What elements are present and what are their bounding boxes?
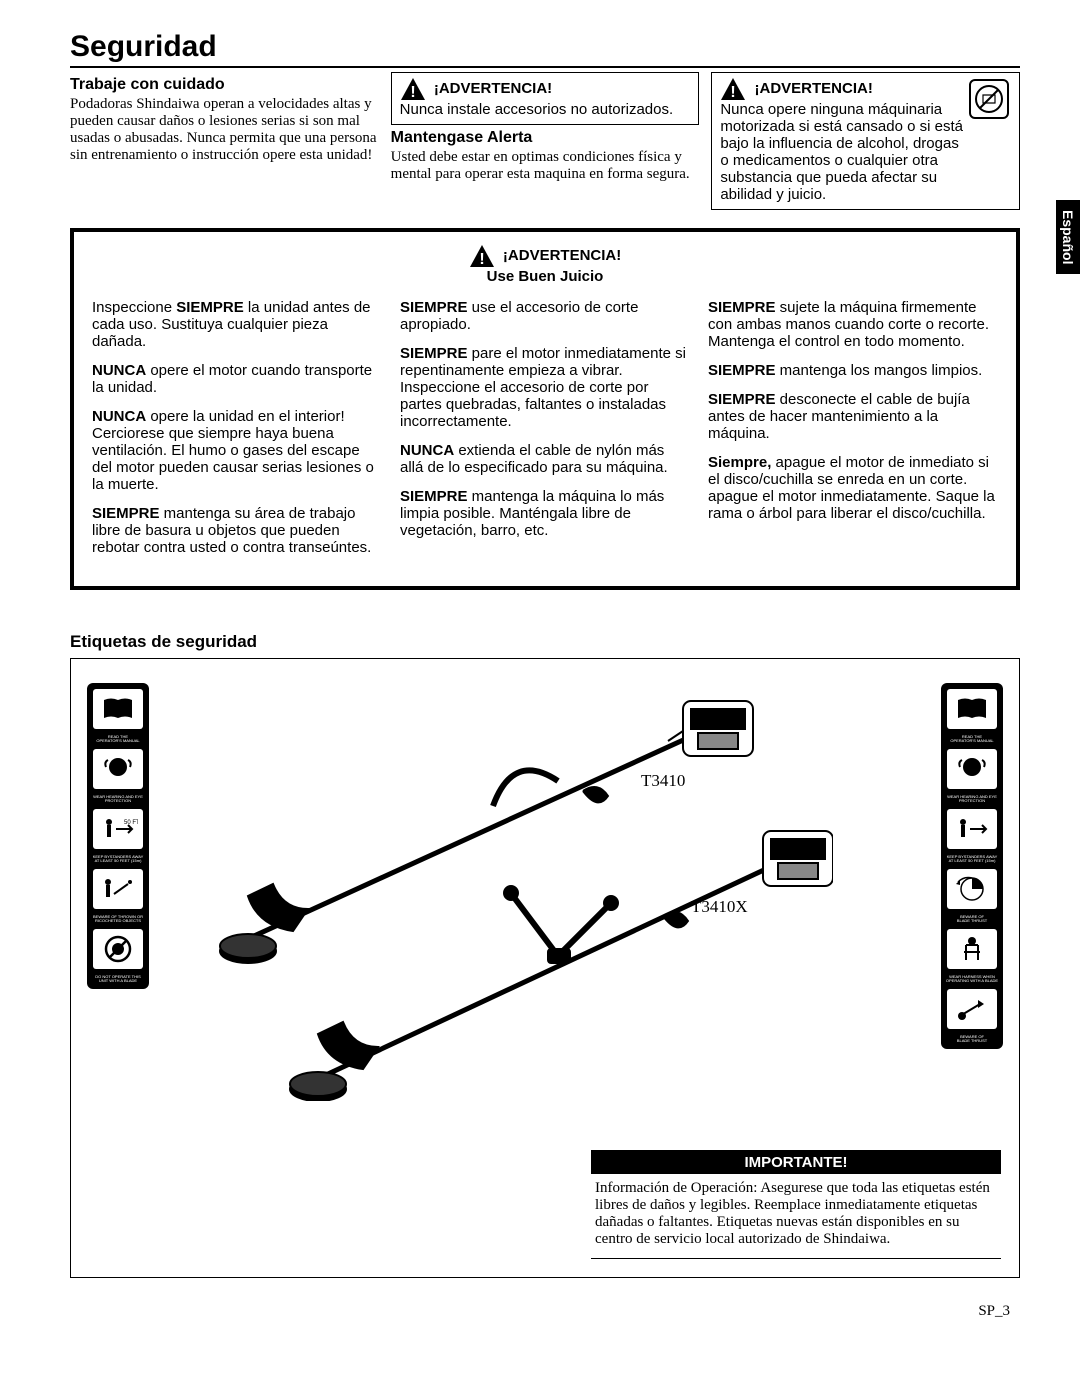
blade-thrust-icon — [947, 989, 997, 1029]
text-bold: SIEMPRE — [176, 299, 244, 316]
warning-triangle-icon: ! — [400, 77, 426, 101]
good-judgement-box: ! ¡ADVERTENCIA! Use Buen Juicio Inspecci… — [70, 228, 1020, 590]
thrown-objects-icon — [93, 869, 143, 909]
warning-label: ¡ADVERTENCIA! — [755, 80, 873, 97]
bigwarn-col2: SIEMPRE use el accesorio de corte apropi… — [400, 299, 690, 568]
svg-text:!: ! — [410, 84, 415, 101]
important-label: IMPORTANTE! — [591, 1151, 1001, 1174]
safety-label-strip-left: READ THEOPERATOR'S MANUAL WEAR HEARING A… — [87, 683, 149, 989]
language-tab: Español — [1056, 200, 1080, 274]
warning-accessories: ! ¡ADVERTENCIA! Nunca instale accesorios… — [391, 72, 700, 125]
col1-body: Podadoras Shindaiwa operan a velocidades… — [70, 96, 379, 164]
bigwarn-label: ¡ADVERTENCIA! — [503, 247, 621, 264]
bystander-distance-icon: 50 FT — [93, 809, 143, 849]
warning-impairment-body: Nunca opere ninguna máquinaria motorizad… — [720, 101, 965, 203]
text-bold: NUNCA — [92, 408, 146, 425]
text-bold: SIEMPRE — [400, 345, 468, 362]
bigwarn-col3: SIEMPRE sujete la máquina firmemente con… — [708, 299, 998, 568]
model-label-t3410x: T3410X — [691, 897, 748, 917]
no-operate-icon — [969, 79, 1009, 123]
svg-text:!: ! — [479, 251, 484, 268]
text: Inspeccione — [92, 299, 176, 316]
col2-body: Usted debe estar en optimas condiciones … — [391, 149, 700, 183]
important-box: IMPORTANTE! Información de Operación: As… — [591, 1150, 1001, 1259]
important-body: Información de Operación: Asegurese que … — [591, 1174, 1001, 1258]
text-bold: SIEMPRE — [400, 488, 468, 505]
text-bold: SIEMPRE — [708, 362, 776, 379]
warning-triangle-icon: ! — [469, 244, 495, 268]
harness-icon — [947, 929, 997, 969]
svg-text:!: ! — [731, 84, 736, 101]
warning-triangle-icon: ! — [720, 77, 746, 101]
text-bold: NUNCA — [92, 362, 146, 379]
col1-heading: Trabaje con cuidado — [70, 76, 379, 94]
text-bold: Siempre, — [708, 454, 771, 471]
text-bold: SIEMPRE — [708, 391, 776, 408]
text-bold: SIEMPRE — [708, 299, 776, 316]
col2-heading: Mantengase Alerta — [391, 129, 700, 147]
page-number: SP_3 — [978, 1303, 1010, 1320]
safety-label-strip-right: READ THEOPERATOR'S MANUAL WEAR HEARING A… — [941, 683, 1003, 1049]
safety-labels-diagram: READ THEOPERATOR'S MANUAL WEAR HEARING A… — [70, 658, 1020, 1278]
manual-icon — [93, 689, 143, 729]
bystander-distance-icon — [947, 809, 997, 849]
manual-icon — [947, 689, 997, 729]
trimmer-illustration — [163, 681, 833, 1101]
warning-impairment: ! ¡ADVERTENCIA! Nunca opere ninguna máqu… — [711, 72, 1020, 210]
col-impairment: ! ¡ADVERTENCIA! Nunca opere ninguna máqu… — [711, 72, 1020, 210]
bigwarn-col1: Inspeccione SIEMPRE la unidad antes de c… — [92, 299, 382, 568]
col-work-carefully: Trabaje con cuidado Podadoras Shindaiwa … — [70, 72, 379, 210]
text-bold: NUNCA — [400, 442, 454, 459]
page-title: Seguridad — [70, 30, 1020, 68]
no-blade-icon — [93, 929, 143, 969]
text: mantenga los mangos limpios. — [776, 362, 983, 379]
model-label-t3410: T3410 — [641, 771, 685, 791]
col-stay-alert: ! ¡ADVERTENCIA! Nunca instale accesorios… — [391, 72, 700, 210]
bigwarn-sub: Use Buen Juicio — [487, 268, 604, 285]
good-judgement-head: ! ¡ADVERTENCIA! Use Buen Juicio — [92, 244, 998, 285]
warning-accessories-body: Nunca instale accesorios no autorizados. — [400, 101, 691, 118]
text-bold: SIEMPRE — [400, 299, 468, 316]
text-bold: SIEMPRE — [92, 505, 160, 522]
kickback-zone-icon — [947, 869, 997, 909]
warning-label: ¡ADVERTENCIA! — [434, 80, 552, 97]
safety-labels-heading: Etiquetas de seguridad — [70, 632, 1020, 652]
svg-text:50 FT: 50 FT — [124, 820, 138, 826]
ear-eye-protection-icon — [947, 749, 997, 789]
ear-eye-protection-icon — [93, 749, 143, 789]
